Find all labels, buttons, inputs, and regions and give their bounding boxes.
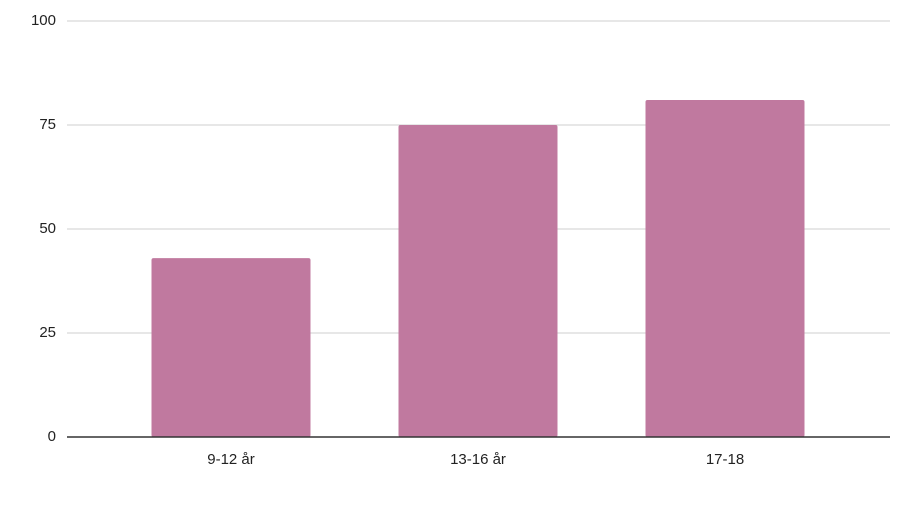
y-tick-label: 100	[31, 12, 56, 29]
y-tick-label: 50	[39, 220, 56, 237]
y-tick-label: 75	[39, 116, 56, 133]
x-tick-label: 9-12 år	[207, 451, 255, 468]
bar	[151, 258, 311, 437]
x-tick-label: 13-16 år	[450, 451, 506, 468]
x-tick-label: 17-18	[706, 451, 744, 468]
y-tick-label: 0	[48, 428, 56, 445]
bar	[645, 100, 805, 437]
y-tick-label: 25	[39, 324, 56, 341]
bar	[398, 125, 558, 437]
